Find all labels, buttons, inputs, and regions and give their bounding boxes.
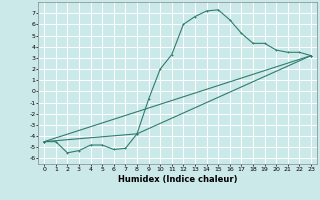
- X-axis label: Humidex (Indice chaleur): Humidex (Indice chaleur): [118, 175, 237, 184]
